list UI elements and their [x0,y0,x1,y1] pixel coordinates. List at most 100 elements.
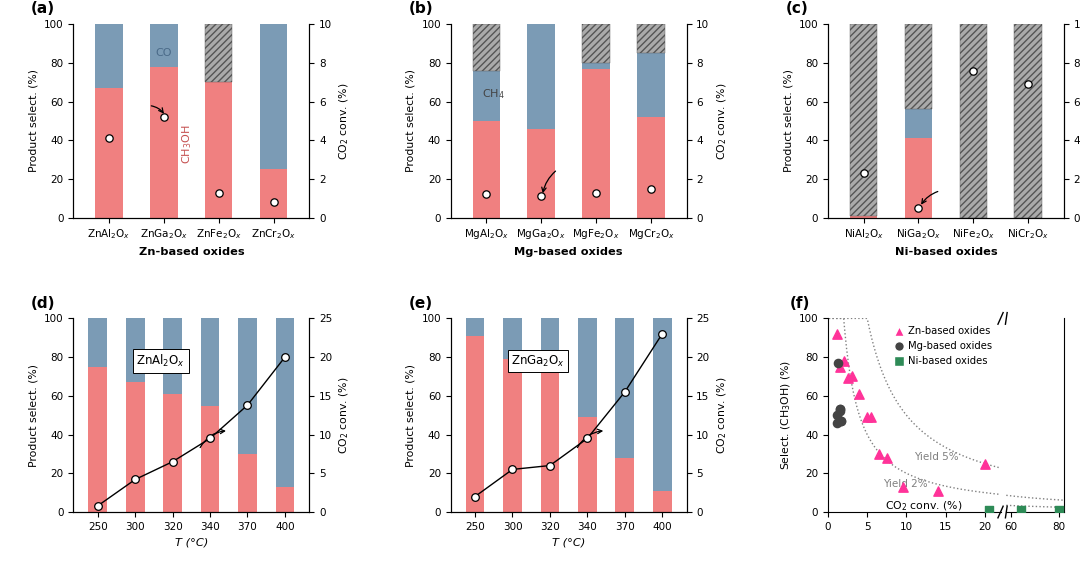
Y-axis label: CO$_2$ conv. (%): CO$_2$ conv. (%) [715,377,729,454]
X-axis label: Zn-based oxides: Zn-based oxides [138,247,244,257]
Point [100,134,118,143]
Bar [637,24,664,53]
Bar [905,109,932,138]
Bar [578,319,596,417]
Bar [275,319,294,487]
Bar [95,88,123,218]
Y-axis label: Product select. (%): Product select. (%) [28,69,39,172]
Bar [260,24,287,169]
Bar [616,319,634,458]
Bar [652,319,672,491]
Bar [582,63,610,69]
Bar [238,319,257,454]
Point [829,358,847,367]
Text: (a): (a) [31,1,55,17]
Point [1012,506,1029,515]
X-axis label: Ni-based oxides: Ni-based oxides [894,247,997,257]
Y-axis label: Product select. (%): Product select. (%) [783,69,793,172]
Point [477,190,495,199]
Bar [850,216,877,218]
Text: (d): (d) [31,296,55,311]
Point [265,197,282,207]
X-axis label: T (°C): T (°C) [552,537,585,547]
Bar [465,319,485,336]
Point [1051,506,1068,515]
Bar [163,319,183,394]
Bar [275,487,294,512]
Point [842,372,860,381]
Legend: Zn-based oxides, Mg-based oxides, Ni-based oxides: Zn-based oxides, Mg-based oxides, Ni-bas… [891,323,996,370]
Bar [637,53,664,117]
Bar [473,121,500,218]
Point [870,449,888,459]
Bar [527,129,555,218]
Bar [541,367,559,512]
Point [855,169,873,178]
Bar [960,24,987,218]
Point [828,410,846,420]
Bar [150,67,177,218]
Bar [905,138,932,218]
Point [832,405,849,414]
Text: Yield 5%: Yield 5% [915,452,959,461]
Bar [201,319,219,405]
Point [211,188,228,197]
Point [832,407,849,416]
Bar [652,491,672,512]
Bar [163,394,183,512]
Point [839,374,856,383]
Bar [905,24,932,109]
Bar [1014,24,1042,218]
Text: (b): (b) [408,1,433,17]
Point [964,66,982,75]
Y-axis label: Product select. (%): Product select. (%) [406,364,416,467]
Bar [238,454,257,512]
Bar [205,82,232,218]
Bar [503,319,522,359]
Bar [205,24,232,82]
Point [828,329,846,339]
Point [532,192,550,201]
Bar [465,336,485,512]
Point [863,413,880,422]
Text: (e): (e) [408,296,432,311]
Bar [541,319,559,367]
Point [981,506,998,515]
Point [851,389,868,398]
Y-axis label: CO$_2$ conv. (%): CO$_2$ conv. (%) [715,82,729,160]
Point [859,413,876,422]
Bar [150,24,177,67]
Y-axis label: CO$_2$ conv. (%): CO$_2$ conv. (%) [338,82,351,160]
Bar [850,24,877,216]
Y-axis label: Product select. (%): Product select. (%) [406,69,416,172]
Y-axis label: Product select. (%): Product select. (%) [28,364,39,467]
Point [832,362,849,371]
Y-axis label: Select. (CH$_3$OH) (%): Select. (CH$_3$OH) (%) [780,360,793,470]
Text: CO: CO [156,48,172,58]
Text: CH$_3$OH: CH$_3$OH [180,125,193,164]
Point [835,356,852,366]
Bar [473,71,500,121]
Point [832,405,849,414]
Bar [473,24,500,71]
Point [828,418,846,428]
Bar [260,169,287,218]
Point [894,482,912,491]
Text: ZnAl$_2$O$_x$: ZnAl$_2$O$_x$ [136,353,185,369]
Bar [89,319,107,367]
Point [976,459,994,468]
Y-axis label: CO$_2$ conv. (%): CO$_2$ conv. (%) [338,377,351,454]
Point [1020,80,1037,89]
Point [832,416,849,425]
Bar [582,69,610,218]
Bar [201,405,219,512]
Point [643,184,660,193]
X-axis label: T (°C): T (°C) [175,537,208,547]
Point [929,486,946,495]
Bar [503,359,522,512]
Text: (c): (c) [785,1,808,17]
Text: CH$_4$: CH$_4$ [482,88,504,102]
Point [156,113,173,122]
Bar [578,417,596,512]
Text: ZnGa$_2$O$_x$: ZnGa$_2$O$_x$ [511,354,565,369]
